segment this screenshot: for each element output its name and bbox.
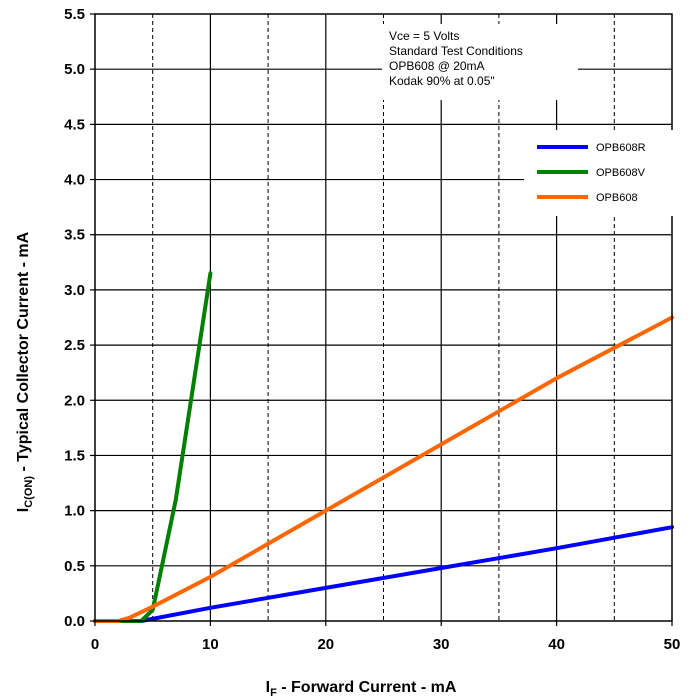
annotation-line-2: Standard Test Conditions	[389, 44, 523, 58]
x-axis-title: IF - Forward Current - mA	[266, 679, 457, 699]
x-tick-label-1: 10	[202, 636, 219, 653]
y-axis-title-main: I	[15, 508, 32, 512]
annotation-line-1: Vce = 5 Volts	[389, 29, 459, 43]
annotation-line-4: Kodak 90% at 0.05"	[389, 74, 495, 88]
annotation-box: Vce = 5 Volts Standard Test Conditions O…	[382, 24, 578, 100]
tick-layer: 0.0 0.5 1.0 1.5 2.0 2.5 3.0 3.5 4.0 4.5 5.0 5.5 0 10 2…	[64, 6, 680, 653]
legend-label-opb608v: OPB608V	[596, 167, 646, 179]
series-line-opb608	[93, 315, 674, 623]
x-axis-title-rest: - Forward Current - mA	[277, 679, 457, 696]
annotation-background	[382, 24, 578, 100]
y-tick-label-0: 0.0	[64, 613, 85, 630]
plot-frame	[94, 13, 673, 622]
annotation-line-3: OPB608 @ 20mA	[389, 59, 485, 73]
y-axis-title: IC(ON) - Typical Collector Current - mA	[15, 231, 35, 512]
y-tick-label-3: 1.5	[64, 447, 85, 464]
x-axis-title-main: I	[266, 679, 270, 696]
x-tick-label-3: 30	[433, 636, 450, 653]
x-axis-title-subscript: F	[270, 687, 277, 699]
x-tick-label-5: 50	[664, 636, 681, 653]
y-axis-title-rest: - Typical Collector Current - mA	[15, 231, 32, 476]
y-tick-label-10: 5.0	[64, 61, 85, 78]
legend: OPB608R OPB608V OPB608	[524, 130, 674, 216]
grid-layer	[95, 14, 672, 621]
y-axis-title-subscript: C(ON)	[23, 476, 35, 508]
y-tick-label-8: 4.0	[64, 172, 85, 189]
y-tick-label-9: 4.5	[64, 116, 85, 133]
y-tick-label-7: 3.5	[64, 227, 85, 244]
x-tick-label-4: 40	[548, 636, 565, 653]
y-tick-label-4: 2.0	[64, 392, 85, 409]
y-tick-label-2: 1.0	[64, 503, 85, 520]
y-tick-label-6: 3.0	[64, 282, 85, 299]
legend-label-opb608r: OPB608R	[596, 142, 646, 154]
y-tick-label-11: 5.5	[64, 6, 85, 23]
y-tick-label-1: 0.5	[64, 558, 85, 575]
legend-label-opb608: OPB608	[596, 192, 638, 204]
y-tick-label-5: 2.5	[64, 337, 85, 354]
x-tick-label-0: 0	[91, 636, 99, 653]
x-tick-label-2: 20	[317, 636, 334, 653]
